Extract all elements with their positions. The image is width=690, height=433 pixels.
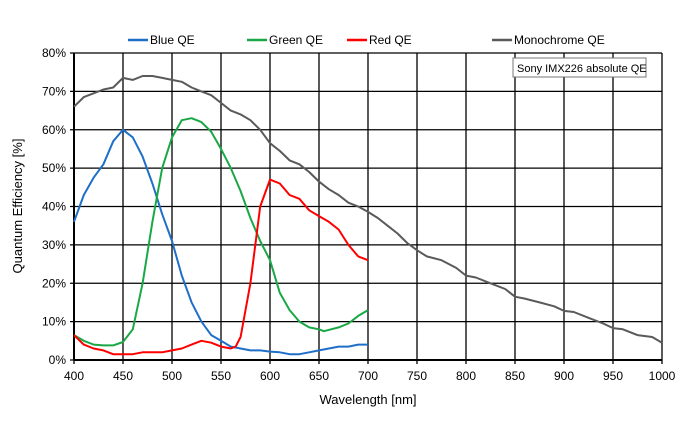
legend-label: Green QE — [269, 33, 323, 47]
x-tick-label: 750 — [407, 369, 427, 383]
x-tick-label: 500 — [162, 369, 182, 383]
y-tick-label: 10% — [42, 315, 66, 329]
series-line-monochrome-qe — [73, 75, 663, 344]
legend-label: Red QE — [369, 33, 412, 47]
legend: Blue QE Green QE Red QE Monochrome QE — [128, 33, 605, 47]
annotation-text: Sony IMX226 absolute QE — [517, 63, 647, 75]
y-tick-label: 40% — [42, 200, 66, 214]
legend-label: Monochrome QE — [514, 33, 605, 47]
x-tick-label: 650 — [309, 369, 329, 383]
x-tick-label: 1000 — [649, 369, 676, 383]
series-line-blue-qe — [73, 128, 368, 356]
y-tick-label: 80% — [42, 46, 66, 60]
x-tick-label: 900 — [554, 369, 574, 383]
x-tick-label: 950 — [603, 369, 623, 383]
y-tick-label: 30% — [42, 238, 66, 252]
y-tick-label: 70% — [42, 84, 66, 98]
legend-label: Blue QE — [150, 33, 195, 47]
x-axis-ticks: 400 450 500 550 600 650 700 750 800 850 900 950 1000 — [64, 369, 676, 383]
y-axis-ticks: 0% 10% 20% 30% 40% 50% 60% 70% 80% — [42, 46, 66, 367]
y-axis-label: Quantum Efficiency [%] — [10, 139, 25, 274]
y-tick-label: 0% — [49, 353, 67, 367]
x-axis-label: Wavelength [nm] — [319, 392, 416, 407]
x-tick-label: 450 — [113, 369, 133, 383]
annotation-box: Sony IMX226 absolute QE — [512, 57, 647, 78]
y-tick-label: 20% — [42, 276, 66, 290]
y-tick-label: 50% — [42, 161, 66, 175]
series-line-green-qe — [73, 117, 369, 347]
grid — [70, 52, 663, 364]
x-tick-label: 550 — [211, 369, 231, 383]
x-tick-label: 800 — [456, 369, 476, 383]
x-tick-label: 700 — [358, 369, 378, 383]
series-line-red-qe — [73, 178, 369, 356]
series-lines — [73, 75, 663, 356]
x-tick-label: 850 — [505, 369, 525, 383]
y-tick-label: 60% — [42, 123, 66, 137]
x-tick-label: 600 — [260, 369, 280, 383]
x-tick-label: 400 — [64, 369, 84, 383]
